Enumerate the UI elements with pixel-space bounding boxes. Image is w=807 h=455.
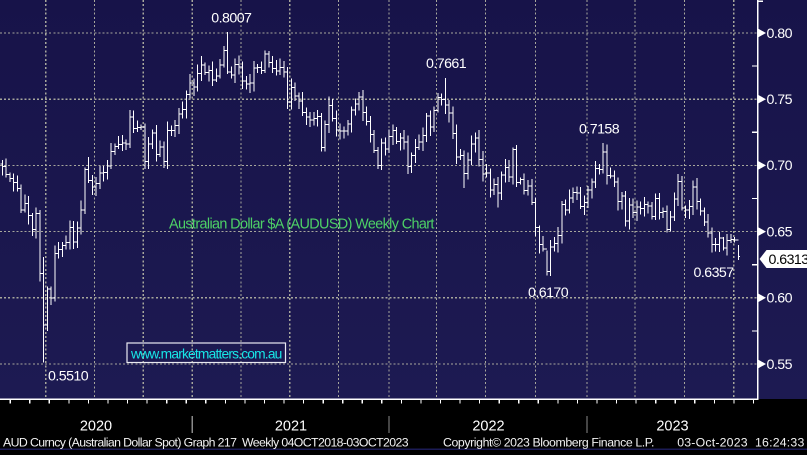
svg-text:03-Oct-2023 16:24:33: 03-Oct-2023 16:24:33 — [677, 436, 804, 450]
svg-text:www.marketmatters.com.au: www.marketmatters.com.au — [130, 347, 282, 362]
svg-text:0.65: 0.65 — [767, 224, 793, 240]
svg-text:0.7158: 0.7158 — [579, 122, 620, 138]
svg-text:0.6357: 0.6357 — [694, 265, 735, 281]
svg-text:0.80: 0.80 — [767, 26, 793, 42]
svg-text:0.6170: 0.6170 — [528, 285, 569, 301]
svg-text:2023: 2023 — [656, 419, 688, 435]
svg-text:0.70: 0.70 — [767, 158, 793, 174]
svg-text:0.5510: 0.5510 — [48, 369, 89, 385]
svg-text:2020: 2020 — [80, 419, 112, 435]
svg-text:0.8007: 0.8007 — [211, 11, 252, 27]
svg-text:Copyright© 2023 Bloomberg Fina: Copyright© 2023 Bloomberg Finance L.P. — [443, 436, 654, 450]
svg-text:Australian Dollar $A (AUDUSD): Australian Dollar $A (AUDUSD) Weekly Cha… — [169, 217, 434, 233]
svg-text:0.60: 0.60 — [767, 291, 793, 307]
svg-text:0.7661: 0.7661 — [426, 56, 467, 72]
svg-text:AUD Curncy (Australian Dollar: AUD Curncy (Australian Dollar Spot) Grap… — [3, 436, 409, 450]
svg-text:0.6313: 0.6313 — [769, 252, 807, 268]
svg-text:2021: 2021 — [275, 419, 307, 435]
svg-text:2022: 2022 — [472, 419, 504, 435]
svg-text:0.75: 0.75 — [767, 92, 793, 108]
svg-text:0.55: 0.55 — [767, 357, 793, 373]
